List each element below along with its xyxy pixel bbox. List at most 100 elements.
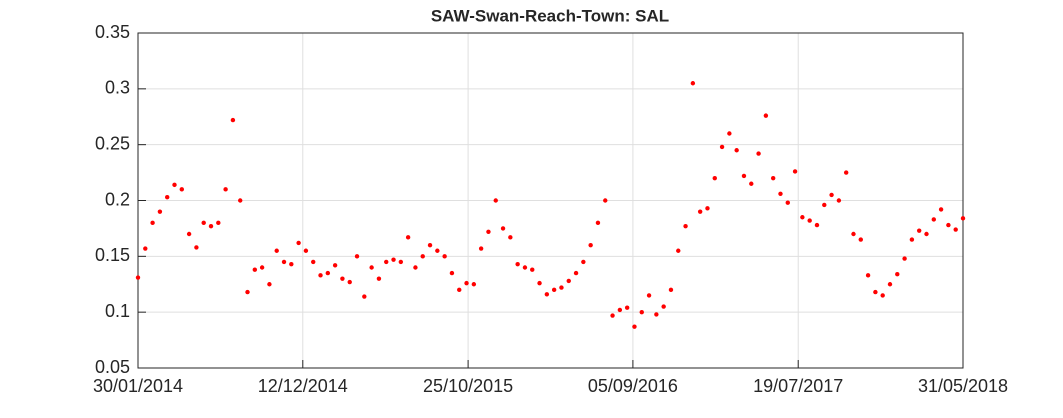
point bbox=[369, 265, 374, 270]
point bbox=[318, 273, 323, 278]
point bbox=[690, 81, 696, 86]
point bbox=[311, 259, 316, 265]
point bbox=[486, 229, 491, 234]
point bbox=[413, 265, 418, 270]
point bbox=[829, 192, 834, 198]
point bbox=[573, 270, 579, 276]
point bbox=[471, 282, 477, 287]
y-tick-label: 0.05 bbox=[95, 357, 130, 377]
x-tick-label: 31/05/2018 bbox=[918, 376, 1008, 396]
y-tick-label: 0.2 bbox=[105, 189, 130, 209]
point bbox=[873, 289, 878, 295]
point bbox=[559, 285, 564, 290]
point bbox=[654, 312, 659, 317]
point bbox=[938, 207, 944, 212]
point bbox=[325, 270, 331, 276]
point bbox=[668, 287, 674, 293]
point bbox=[858, 237, 863, 242]
point bbox=[916, 228, 922, 233]
y-tick-label: 0.3 bbox=[105, 78, 130, 98]
point bbox=[603, 198, 608, 203]
point bbox=[749, 181, 754, 186]
point bbox=[741, 173, 747, 179]
point bbox=[800, 215, 805, 220]
point bbox=[610, 313, 615, 318]
point bbox=[238, 198, 243, 203]
point bbox=[895, 272, 900, 277]
point bbox=[617, 307, 623, 313]
point bbox=[960, 216, 966, 221]
point bbox=[515, 261, 520, 267]
point bbox=[150, 220, 155, 226]
point bbox=[705, 206, 710, 211]
point bbox=[274, 248, 279, 253]
point bbox=[179, 187, 185, 192]
point bbox=[230, 117, 236, 123]
point bbox=[566, 278, 571, 284]
point bbox=[420, 254, 425, 259]
point bbox=[902, 256, 907, 261]
point bbox=[865, 273, 871, 278]
x-tick-label: 05/09/2016 bbox=[588, 376, 678, 396]
point bbox=[851, 231, 856, 237]
point bbox=[194, 245, 199, 250]
point bbox=[405, 235, 411, 240]
point bbox=[245, 289, 250, 295]
point bbox=[362, 294, 367, 299]
x-tick-label: 30/01/2014 bbox=[93, 376, 183, 396]
x-tick-label: 12/12/2014 bbox=[258, 376, 348, 396]
point bbox=[478, 246, 484, 251]
point bbox=[953, 227, 958, 232]
point bbox=[259, 265, 265, 270]
point bbox=[763, 113, 769, 118]
point bbox=[683, 223, 688, 229]
point bbox=[581, 259, 586, 265]
point bbox=[347, 279, 352, 285]
point bbox=[712, 175, 717, 181]
point bbox=[756, 151, 761, 156]
point bbox=[785, 200, 790, 205]
point bbox=[435, 248, 440, 253]
y-tick-label: 0.15 bbox=[95, 245, 130, 265]
point bbox=[822, 202, 827, 208]
point bbox=[727, 131, 732, 136]
point bbox=[457, 287, 462, 293]
point bbox=[924, 231, 929, 237]
point bbox=[340, 276, 345, 281]
point bbox=[201, 220, 206, 226]
point bbox=[734, 148, 739, 153]
point bbox=[807, 218, 812, 223]
point bbox=[398, 259, 404, 265]
point bbox=[157, 209, 163, 214]
point bbox=[522, 265, 528, 270]
y-tick-label: 0.25 bbox=[95, 133, 130, 153]
point bbox=[332, 263, 338, 268]
point bbox=[427, 242, 433, 248]
y-tick-label: 0.35 bbox=[95, 22, 130, 42]
point bbox=[376, 276, 382, 281]
point bbox=[165, 194, 170, 200]
point bbox=[646, 293, 652, 298]
point bbox=[449, 270, 455, 276]
point bbox=[508, 235, 513, 240]
point bbox=[464, 280, 469, 286]
point bbox=[661, 304, 666, 309]
chart-title: SAW-Swan-Reach-Town: SAL bbox=[431, 6, 669, 25]
point bbox=[289, 261, 294, 267]
point bbox=[442, 254, 447, 259]
point bbox=[595, 220, 601, 226]
point bbox=[354, 254, 360, 259]
point bbox=[792, 169, 798, 174]
point bbox=[778, 191, 783, 196]
point bbox=[391, 257, 396, 262]
point bbox=[143, 246, 148, 251]
point bbox=[639, 309, 644, 315]
point bbox=[814, 222, 820, 228]
point bbox=[624, 305, 630, 310]
point bbox=[186, 231, 192, 237]
point bbox=[836, 198, 842, 203]
point bbox=[770, 175, 776, 181]
point bbox=[931, 217, 936, 222]
